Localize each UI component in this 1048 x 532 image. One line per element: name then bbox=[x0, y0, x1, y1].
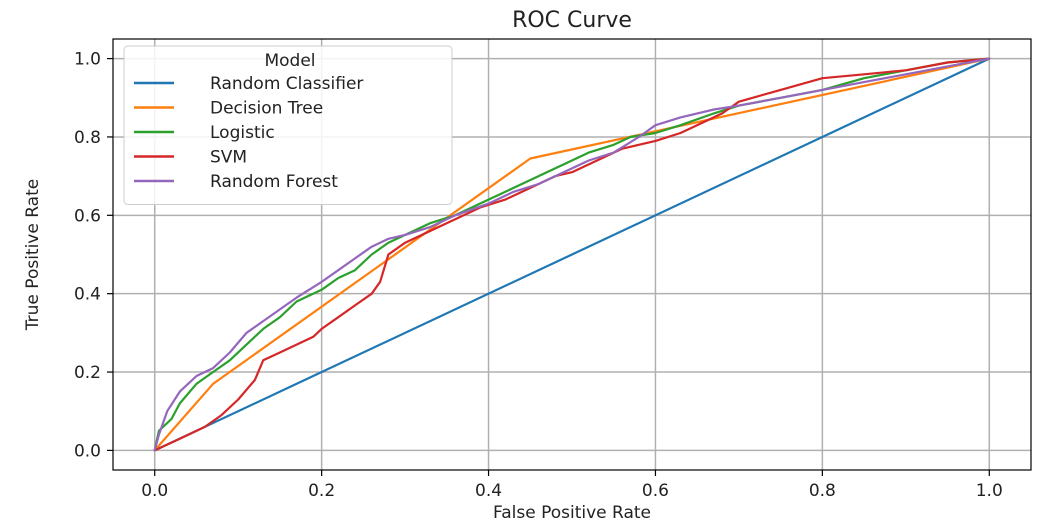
x-tick-label: 1.0 bbox=[976, 481, 1003, 501]
series-lines bbox=[153, 57, 991, 452]
legend-label: Random Forest bbox=[210, 172, 338, 192]
legend-label: SVM bbox=[210, 148, 247, 168]
y-tick-label: 0.0 bbox=[74, 441, 101, 461]
x-tick-label: 0.8 bbox=[809, 481, 836, 501]
y-axis-label: True Positive Rate bbox=[23, 179, 43, 331]
legend-label: Random Classifier bbox=[210, 74, 363, 94]
chart-title: ROC Curve bbox=[512, 8, 632, 33]
x-tick-label: 0.2 bbox=[308, 481, 335, 501]
y-tick-label: 1.0 bbox=[74, 50, 101, 70]
legend-title: Model bbox=[264, 51, 315, 71]
y-tick-label: 0.4 bbox=[74, 285, 101, 305]
y-tick-label: 0.8 bbox=[74, 128, 101, 148]
legend-items: Random Classifier Decision Tree Logistic SV… bbox=[134, 74, 363, 192]
series-line-decision-tree bbox=[153, 57, 991, 452]
x-tick-label: 0.0 bbox=[141, 481, 168, 501]
legend-label: Logistic bbox=[210, 123, 275, 143]
series-line-random-forest bbox=[153, 57, 991, 452]
y-tick-label: 0.6 bbox=[74, 206, 101, 226]
legend-box bbox=[123, 45, 453, 205]
legend-label: Decision Tree bbox=[210, 99, 323, 119]
plot-frame bbox=[112, 38, 1032, 471]
y-tick-label: 0.2 bbox=[74, 363, 101, 383]
x-axis-label: False Positive Rate bbox=[493, 503, 651, 523]
series-line-random-classifier bbox=[153, 57, 991, 452]
series-line-svm bbox=[153, 57, 991, 452]
legend: Model Random Classifier Decision Tree Logi… bbox=[123, 45, 453, 205]
x-tick-label: 0.6 bbox=[642, 481, 669, 501]
axis-ticks: 0.0 0.2 0.4 0.6 0.8 1.0 0.0 0.2 0.4 0.6 0.8 1.0 bbox=[74, 50, 1003, 501]
x-tick-label: 0.4 bbox=[475, 481, 502, 501]
